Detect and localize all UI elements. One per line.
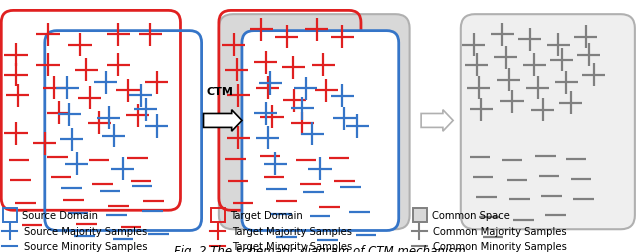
Text: Common Minority Samples: Common Minority Samples xyxy=(433,241,567,251)
Text: Source Domain: Source Domain xyxy=(22,210,99,220)
Text: Source Majority Samples: Source Majority Samples xyxy=(24,226,147,236)
Bar xyxy=(211,208,225,222)
Bar xyxy=(3,208,17,222)
Bar xyxy=(413,208,427,222)
FancyBboxPatch shape xyxy=(242,32,399,231)
Text: CTM: CTM xyxy=(206,87,233,97)
Text: Target Minority Samples: Target Minority Samples xyxy=(232,241,352,251)
Text: Common Majority Samples: Common Majority Samples xyxy=(433,226,567,236)
Text: Target Majority Samples: Target Majority Samples xyxy=(232,226,352,236)
Text: Common Space: Common Space xyxy=(432,210,510,220)
FancyBboxPatch shape xyxy=(461,15,635,229)
FancyBboxPatch shape xyxy=(219,15,410,229)
Text: Source Minority Samples: Source Minority Samples xyxy=(24,241,147,251)
Text: Fig. 2 The schematic diagram of CTM mechanism: Fig. 2 The schematic diagram of CTM mech… xyxy=(174,244,466,252)
FancyArrow shape xyxy=(204,110,242,132)
Text: Target Domain: Target Domain xyxy=(230,210,303,220)
FancyArrow shape xyxy=(421,110,453,132)
